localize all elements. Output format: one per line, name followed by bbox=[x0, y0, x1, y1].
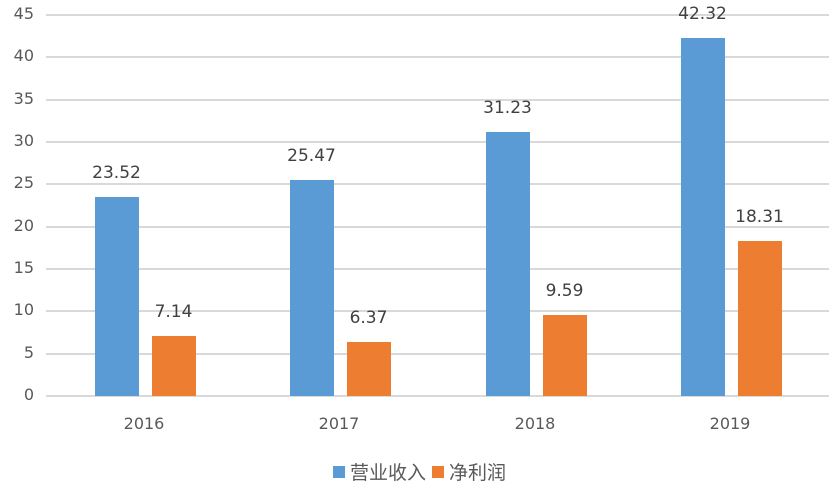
data-label: 18.31 bbox=[735, 206, 784, 227]
y-axis-tick-label: 20 bbox=[13, 215, 34, 235]
y-axis-tick-label: 10 bbox=[13, 300, 34, 320]
legend-swatch-icon bbox=[432, 465, 444, 478]
legend-label: 净利润 bbox=[449, 462, 507, 484]
y-axis-tick-label: 35 bbox=[13, 88, 34, 108]
data-label: 23.52 bbox=[92, 162, 141, 183]
revenue-bar-2016 bbox=[94, 196, 139, 396]
net-profit-bar-2018 bbox=[542, 314, 587, 396]
gridline bbox=[46, 141, 829, 143]
legend-item: 净利润 bbox=[432, 458, 506, 485]
net-profit-bar-2016 bbox=[151, 335, 196, 396]
gridline bbox=[46, 310, 829, 313]
legend-label: 营业收入 bbox=[349, 462, 426, 484]
data-label: 9.59 bbox=[545, 280, 584, 301]
gridline bbox=[46, 268, 829, 270]
legend-item: 营业收入 bbox=[332, 458, 426, 485]
x-axis-tick-label: 2018 bbox=[514, 414, 556, 433]
y-axis-tick-label: 15 bbox=[13, 258, 34, 277]
data-label: 7.14 bbox=[154, 301, 193, 322]
legend: 营业收入 净利润 bbox=[0, 458, 839, 485]
net-profit-bar-2017 bbox=[346, 342, 391, 396]
revenue-bar-2018 bbox=[485, 131, 530, 396]
gridline bbox=[46, 352, 829, 355]
y-axis-tick-label: 30 bbox=[13, 131, 34, 150]
net-profit-bar-2019 bbox=[737, 240, 782, 396]
y-axis-tick-label: 0 bbox=[23, 385, 34, 404]
gridline bbox=[46, 14, 829, 16]
y-axis-tick-label: 5 bbox=[23, 342, 34, 362]
gridline bbox=[46, 183, 829, 186]
x-axis-tick-label: 2017 bbox=[318, 414, 360, 433]
data-label: 6.37 bbox=[349, 308, 388, 329]
revenue-bar-2017 bbox=[289, 180, 334, 396]
y-axis-tick-label: 45 bbox=[13, 4, 34, 23]
x-axis-tick-label: 2019 bbox=[709, 414, 751, 433]
legend-swatch-icon bbox=[332, 465, 345, 478]
gridline bbox=[46, 98, 829, 101]
x-axis-tick-label: 2016 bbox=[123, 414, 165, 433]
y-axis-tick-label: 40 bbox=[13, 46, 34, 66]
gridline bbox=[46, 395, 829, 397]
revenue-bar-2019 bbox=[680, 37, 725, 396]
data-label: 25.47 bbox=[287, 146, 336, 167]
y-axis-tick-label: 25 bbox=[13, 173, 34, 193]
gridline bbox=[46, 225, 829, 228]
data-label: 42.32 bbox=[678, 3, 727, 24]
gridline bbox=[46, 56, 829, 59]
data-label: 31.23 bbox=[483, 97, 532, 118]
